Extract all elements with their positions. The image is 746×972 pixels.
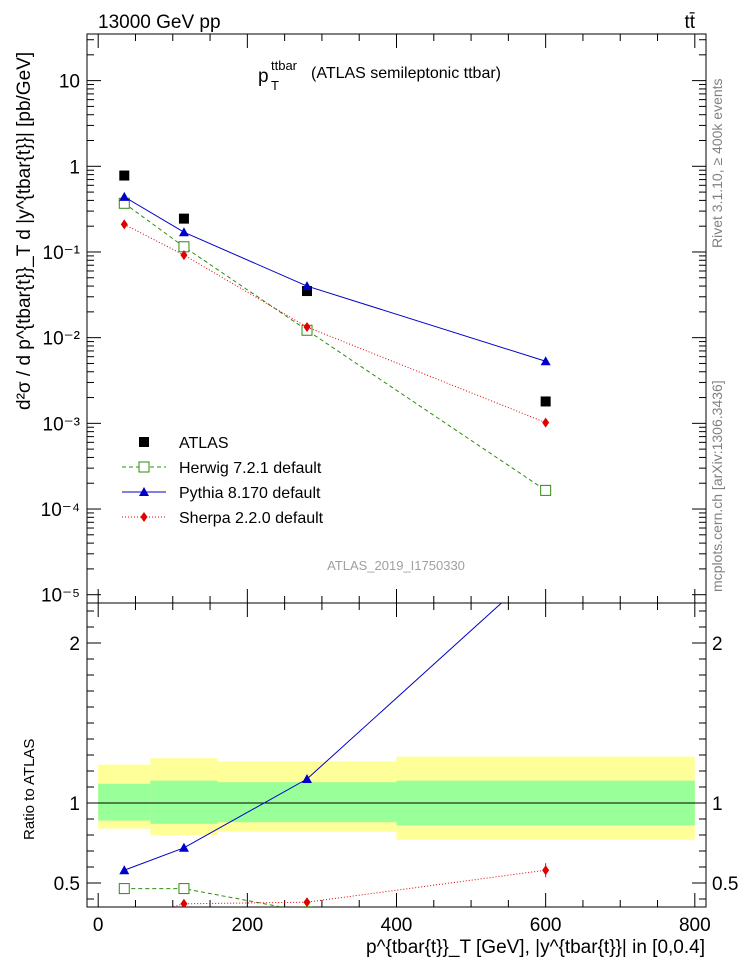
y-tick-label-10⁻⁴: 10⁻⁴ xyxy=(41,500,80,521)
title-rest: (ATLAS semileptonic ttbar) xyxy=(311,65,501,82)
mcplots-label: mcplots.cern.ch [arXiv:1306.3436] xyxy=(709,380,725,592)
ratio-sherpa xyxy=(121,865,550,925)
title-sub: T xyxy=(271,78,279,93)
ratio-point-herwig-0 xyxy=(118,883,130,895)
y-tick-label-10⁻²: 10⁻² xyxy=(43,329,81,350)
main-point-herwig-3 xyxy=(540,484,552,496)
main-point-sherpa-3 xyxy=(542,417,550,428)
main-y-axis-label: d²σ / d p^{tbar{t}}_T d |y^{tbar{t}}| [p… xyxy=(14,52,35,410)
ratio-ylabel: Ratio to ATLAS xyxy=(21,739,38,840)
ratio-point-pythia-2 xyxy=(302,774,313,783)
legend: ATLAS Herwig 7.2.1 default Pythia 8.170 de… xyxy=(122,435,324,527)
analysis-watermark: ATLAS_2019_I1750330 xyxy=(327,558,465,573)
main-line-pythia xyxy=(124,196,546,362)
x-tick-label-0: 0 xyxy=(93,915,104,936)
ratio-point-sherpa-0 xyxy=(121,915,128,925)
ratio-line-herwig xyxy=(124,888,285,907)
ratio-point-pythia-3 xyxy=(541,558,551,567)
ratio-line-sherpa xyxy=(170,869,546,907)
main-point-atlas-1 xyxy=(178,213,189,224)
legend-label-atlas: ATLAS xyxy=(179,435,229,452)
x-axis-label: p^{tbar{t}}_T [GeV], |y^{tbar{t}}| in [0… xyxy=(366,937,705,958)
ratio-tick-label-left-1: 1 xyxy=(69,794,80,815)
legend-label-herwig: Herwig 7.2.1 default xyxy=(179,460,322,477)
main-point-sherpa-1 xyxy=(180,250,188,261)
main-pythia xyxy=(119,191,551,366)
band-inner-2 xyxy=(217,782,397,823)
main-point-pythia-3 xyxy=(540,356,551,366)
ratio-point-pythia-0 xyxy=(119,865,130,875)
ratio-tick-label-right-1: 1 xyxy=(712,794,723,815)
header-left: 13000 GeV pp xyxy=(98,12,221,33)
band-inner-1 xyxy=(150,780,218,824)
plot-title: p T ttbar (ATLAS semileptonic ttbar) xyxy=(258,58,501,93)
title-main: p xyxy=(258,66,269,87)
legend-marker-herwig xyxy=(138,461,150,473)
x-tick-label-400: 400 xyxy=(381,915,413,936)
x-tick-label-200: 200 xyxy=(231,915,263,936)
ratio-point-herwig-2 xyxy=(301,906,313,907)
main-atlas xyxy=(119,170,551,407)
main-point-pythia-0 xyxy=(119,191,130,201)
ratio-line-pythia xyxy=(124,603,503,871)
ratio-point-sherpa-2 xyxy=(303,897,311,907)
main-line-sherpa xyxy=(124,223,546,424)
y-tick-label-10⁻⁵: 10⁻⁵ xyxy=(41,586,80,607)
legend-label-sherpa: Sherpa 2.2.0 default xyxy=(179,510,324,527)
ratio-point-sherpa-1 xyxy=(180,898,188,907)
ratio-tick-label-left-2: 2 xyxy=(69,634,80,655)
ratio-bands xyxy=(98,756,695,840)
main-sherpa xyxy=(120,219,550,428)
main-point-pythia-1 xyxy=(178,227,189,237)
ratio-tick-label-right-0.5: 0.5 xyxy=(712,874,738,895)
main-point-atlas-3 xyxy=(540,396,551,407)
main-ylabel-text: d²σ / d p^{tbar{t}}_T d |y^{tbar{t}}| [p… xyxy=(14,52,35,410)
y-tick-label-10⁻³: 10⁻³ xyxy=(43,414,81,435)
ratio-tick-label-left-0.5: 0.5 xyxy=(54,874,80,895)
x-tick-label-800: 800 xyxy=(679,915,711,936)
ratio-pythia xyxy=(119,558,551,875)
rivet-label: Rivet 3.1.10, ≥ 400k events xyxy=(709,78,725,248)
ratio-point-pythia-1 xyxy=(178,842,189,852)
main-panel: 10 1 10⁻¹ 10⁻² 10⁻³ 10⁻⁴ 10⁻⁵ xyxy=(41,33,707,607)
y-tick-label-10: 10 xyxy=(59,72,80,93)
y-tick-label-10⁻¹: 10⁻¹ xyxy=(43,243,81,264)
ratio-frame xyxy=(86,602,707,908)
band-inner-0 xyxy=(98,783,151,821)
main-point-pythia-2 xyxy=(302,281,313,291)
title-sup: ttbar xyxy=(271,58,298,73)
legend-marker-pythia xyxy=(139,487,149,496)
header-right: tt̄ xyxy=(684,12,695,33)
main-point-sherpa-0 xyxy=(120,219,128,230)
legend-marker-sherpa xyxy=(140,512,148,522)
main-point-atlas-0 xyxy=(119,170,130,181)
main-point-atlas-2 xyxy=(302,286,313,297)
legend-marker-atlas xyxy=(139,437,149,447)
legend-label-pythia: Pythia 8.170 default xyxy=(179,485,321,502)
y-tick-label-1: 1 xyxy=(69,157,80,178)
main-point-sherpa-2 xyxy=(303,322,311,333)
x-tick-label-600: 600 xyxy=(530,915,562,936)
main-line-herwig xyxy=(123,202,546,491)
ratio-point-herwig-1 xyxy=(178,883,190,895)
ratio-tick-label-right-2: 2 xyxy=(712,634,723,655)
